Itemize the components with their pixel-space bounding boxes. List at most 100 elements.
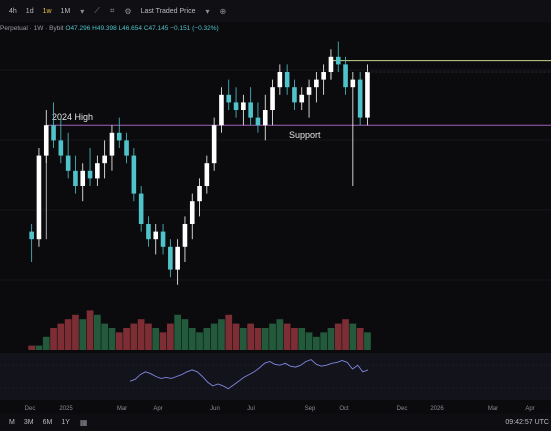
indicators-icon[interactable]: ⌗ (109, 6, 115, 15)
candle-body (168, 246, 173, 270)
close-value: C47.145 (143, 25, 169, 32)
volume-bar (101, 323, 108, 350)
candle-body (292, 87, 297, 103)
interval-4h[interactable]: 4h (9, 7, 17, 15)
line-chart-icon[interactable]: ⟋ (94, 6, 100, 15)
candle-body (241, 102, 246, 110)
price-mode[interactable]: Last Traded Price (140, 7, 196, 15)
chevron-down-icon[interactable]: ▾ (205, 6, 210, 16)
candle-body (365, 72, 370, 118)
volume-bar (364, 332, 371, 350)
volume-bar (50, 328, 57, 350)
volume-bar (152, 328, 160, 350)
volume-bar (115, 332, 123, 350)
candle-body (138, 193, 144, 224)
candle-body (29, 231, 34, 240)
high-value: H49.398 (92, 25, 117, 32)
volume-bar (145, 323, 152, 350)
candle-body (211, 125, 217, 164)
candle-body (87, 170, 93, 179)
x-tick-label: Jul (247, 406, 255, 412)
candle-body (95, 163, 100, 179)
x-tick-label: 2026 (430, 406, 444, 412)
range-3m[interactable]: 3M (23, 419, 34, 426)
x-tick-label: Oct (339, 406, 349, 412)
candle-body (299, 94, 305, 103)
volume-bar (291, 328, 298, 350)
x-tick-label: Dec (25, 406, 36, 412)
candle-body (343, 64, 348, 88)
candle-body (109, 132, 115, 156)
x-tick-label: Mar (117, 406, 127, 412)
candle-body (306, 87, 312, 95)
candle-body (277, 72, 283, 88)
change-value: −0.151 (−0.32%) (170, 25, 219, 32)
candle-body (36, 155, 42, 240)
volume-bar (283, 323, 291, 350)
volume-bar (130, 323, 138, 350)
volume-bar (313, 336, 320, 350)
candle-body (255, 117, 261, 126)
volume-bar (57, 323, 65, 350)
range-bar: M 3M 6M 1Y ▦ (0, 414, 551, 431)
volume-bar (240, 328, 247, 350)
interval-1m[interactable]: 1M (60, 7, 71, 15)
ohlc-legend: Perpetual · 1W · Bybit O47.296 H49.398 L… (0, 25, 219, 32)
range-m[interactable]: M (9, 419, 15, 426)
low-value: L46.654 (118, 25, 143, 32)
volume-bar (356, 328, 364, 350)
volume-bar (174, 314, 181, 350)
volume-bar (298, 328, 306, 350)
settings-icon[interactable]: ⚙ (124, 6, 132, 16)
utc-clock: 09:42:57 UTC (505, 419, 549, 426)
candle-body (131, 155, 137, 194)
x-tick-label: Apr (525, 406, 534, 412)
volume-bar (342, 319, 349, 350)
volume-bar (320, 332, 327, 350)
plus-circle-icon[interactable]: ⊕ (219, 6, 227, 16)
calendar-icon[interactable]: ▦ (79, 418, 88, 427)
volume-bar (254, 328, 262, 350)
candle-body (51, 125, 56, 141)
volume-bar (28, 345, 35, 350)
range-1y[interactable]: 1Y (61, 419, 70, 426)
volume-bar (232, 323, 240, 350)
volume-bar (225, 314, 233, 350)
volume-bar (94, 314, 101, 350)
volume-bar (261, 328, 269, 350)
volume-bar (334, 323, 342, 350)
volume-bar (210, 323, 218, 350)
x-tick-label: 2025 (59, 406, 73, 412)
volume-bar (72, 314, 79, 350)
interval-1d[interactable]: 1d (25, 7, 34, 15)
candle-body (270, 87, 275, 110)
candle-body (197, 186, 202, 202)
candle-body (314, 79, 319, 88)
volume-bar (42, 336, 50, 350)
candle-body (43, 125, 49, 156)
x-tick-label: Sep (305, 406, 316, 412)
chart-toolbar: 4h 1d 1w 1M ▾ ⟋ ⌗ ⚙ Last Traded Price ▾ … (0, 0, 551, 22)
interval-1w[interactable]: 1w (42, 7, 52, 15)
x-tick-label: Apr (153, 406, 162, 412)
volume-bar (108, 328, 116, 350)
volume-bar (269, 323, 276, 350)
volume-bar (79, 319, 87, 350)
candle-body (175, 246, 180, 270)
volume-bar (218, 319, 225, 350)
volume-bar (196, 332, 203, 350)
range-6m[interactable]: 6M (42, 419, 53, 426)
chevron-down-icon[interactable]: ▾ (80, 6, 85, 16)
candle-body (189, 201, 195, 224)
candle-body (73, 170, 78, 186)
volume-bar (123, 328, 130, 350)
open-value: O47.296 (65, 25, 91, 32)
symbol-label: Perpetual · 1W · Bybit (0, 25, 64, 32)
candle-body (160, 231, 166, 247)
rsi-line (129, 359, 369, 390)
volume-bar (247, 323, 254, 350)
candle-body (124, 140, 129, 156)
candle-body (248, 102, 253, 118)
candle-body (219, 94, 224, 126)
